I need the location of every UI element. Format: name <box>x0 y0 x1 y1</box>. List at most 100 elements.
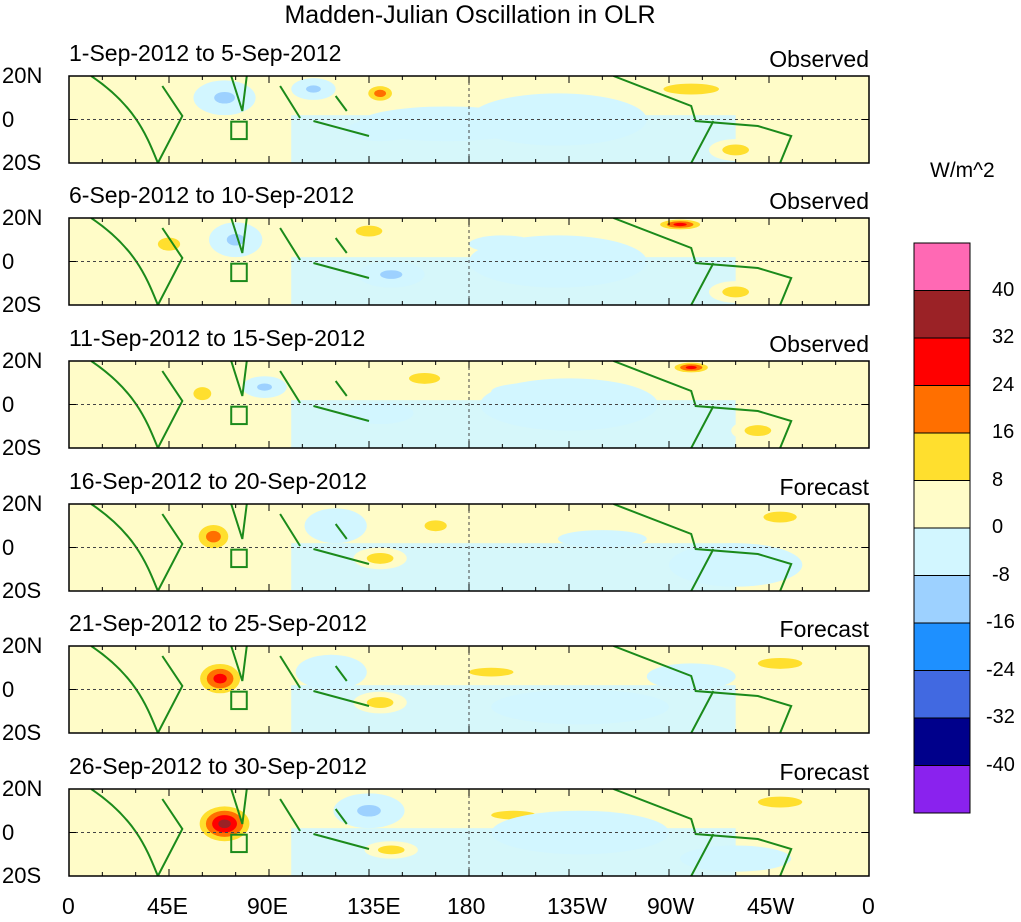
index-box <box>230 120 248 141</box>
anomaly-contour <box>366 552 394 564</box>
lon-label: 90E <box>247 893 288 919</box>
chart-title: Madden-Julian Oscillation in OLR <box>284 1 656 29</box>
lat-label: 0 <box>2 819 15 845</box>
anomaly-contour <box>306 85 321 93</box>
colorbar-swatch <box>913 670 971 719</box>
lon-label: 0 <box>62 893 75 919</box>
lat-label: 20N <box>2 63 43 88</box>
lat-label: 20N <box>2 205 43 230</box>
lon-label: 90W <box>647 893 695 919</box>
colorbar-swatch <box>913 765 971 814</box>
lat-label: 20S <box>2 863 42 888</box>
panel-period: 26-Sep-2012 to 30-Sep-2012 <box>69 753 367 779</box>
anomaly-contour <box>374 89 387 98</box>
panel-type: Observed <box>769 46 869 72</box>
anomaly-contour <box>757 657 803 669</box>
anomaly-contour <box>673 222 687 227</box>
colorbar-swatch <box>913 717 971 766</box>
anomaly-contour <box>213 673 227 684</box>
colorbar-label: 8 <box>992 468 1004 491</box>
lat-label: 0 <box>2 391 15 417</box>
colorbar-label: -32 <box>986 706 1015 728</box>
panel-period: 6-Sep-2012 to 10-Sep-2012 <box>69 182 355 208</box>
anomaly-contour <box>313 663 349 681</box>
anomaly-contour <box>69 82 158 135</box>
index-box <box>230 833 248 854</box>
anomaly-contour <box>380 270 403 279</box>
panel-type: Forecast <box>779 474 869 500</box>
lat-label: 20N <box>2 491 43 516</box>
coastline <box>90 504 793 591</box>
index-box <box>230 690 248 711</box>
panel-period: 1-Sep-2012 to 5-Sep-2012 <box>69 40 342 66</box>
colorbar-swatch <box>913 527 971 576</box>
colorbar-label: -16 <box>986 611 1015 633</box>
anomaly-contour <box>757 796 803 808</box>
anomaly-contour <box>320 517 352 535</box>
colorbar-swatch <box>913 290 971 339</box>
lat-label: 20N <box>2 633 43 658</box>
anomaly-contour <box>744 425 772 437</box>
panel-period: 11-Sep-2012 to 15-Sep-2012 <box>69 325 366 351</box>
anomaly-contour <box>226 233 245 246</box>
panel-period: 21-Sep-2012 to 25-Sep-2012 <box>69 610 367 636</box>
lat-label: 20S <box>2 578 42 603</box>
panel-type: Observed <box>769 188 869 214</box>
lat-label: 0 <box>2 534 15 560</box>
anomaly-contour <box>257 383 272 391</box>
background-anomaly <box>291 543 736 591</box>
colorbar-swatch <box>913 622 971 671</box>
colorbar-swatch <box>913 385 971 434</box>
anomaly-contour <box>424 520 447 532</box>
anomaly-contour <box>355 225 383 237</box>
lon-label: 45W <box>747 893 795 919</box>
colorbar-label: -8 <box>992 563 1010 586</box>
colorbar-label: 0 <box>992 516 1004 538</box>
anomaly-contour <box>707 852 764 866</box>
anomaly-contour <box>722 144 750 156</box>
colorbar-swatch <box>913 242 971 291</box>
panel-type: Forecast <box>779 616 869 642</box>
lon-label: 135W <box>547 893 608 919</box>
panel-type: Observed <box>769 331 869 357</box>
anomaly-contour <box>363 407 397 419</box>
lon-label: 0 <box>862 893 875 919</box>
anomaly-contour <box>409 372 441 384</box>
colorbar-units: W/m^2 <box>930 159 995 182</box>
anomaly-contour <box>580 534 625 544</box>
anomaly-contour <box>469 667 514 677</box>
lat-label: 0 <box>2 676 15 702</box>
anomaly-contour <box>206 530 221 543</box>
anomaly-contour <box>763 511 797 523</box>
colorbar-label: -40 <box>986 753 1015 776</box>
colorbar-label: 24 <box>992 373 1015 396</box>
colorbar-swatch <box>913 337 971 386</box>
colorbar-label: -24 <box>986 658 1015 681</box>
anomaly-contour <box>377 845 405 855</box>
lat-label: 0 <box>2 106 15 132</box>
anomaly-contour <box>214 91 235 104</box>
lon-label: 135E <box>347 893 401 919</box>
colorbar-swatch <box>913 575 971 624</box>
colorbar-swatch <box>913 480 971 529</box>
panel-type: Forecast <box>779 759 869 785</box>
lat-label: 20S <box>2 435 42 460</box>
anomaly-contour <box>218 819 231 829</box>
colorbar-label: 32 <box>992 326 1015 348</box>
index-box <box>230 548 248 569</box>
lat-label: 20N <box>2 776 43 801</box>
lon-label: 180 <box>447 893 486 919</box>
index-box <box>230 405 248 426</box>
index-box <box>230 262 248 283</box>
coastline <box>90 218 793 305</box>
coastline <box>90 789 793 876</box>
lat-label: 20S <box>2 292 42 317</box>
anomaly-contour <box>722 286 750 298</box>
panel-period: 16-Sep-2012 to 20-Sep-2012 <box>69 468 367 494</box>
colorbar-swatch <box>913 432 971 481</box>
anomaly-contour <box>669 543 803 587</box>
lat-label: 0 <box>2 248 15 274</box>
coastline <box>90 646 793 733</box>
anomaly-contour <box>357 804 381 817</box>
